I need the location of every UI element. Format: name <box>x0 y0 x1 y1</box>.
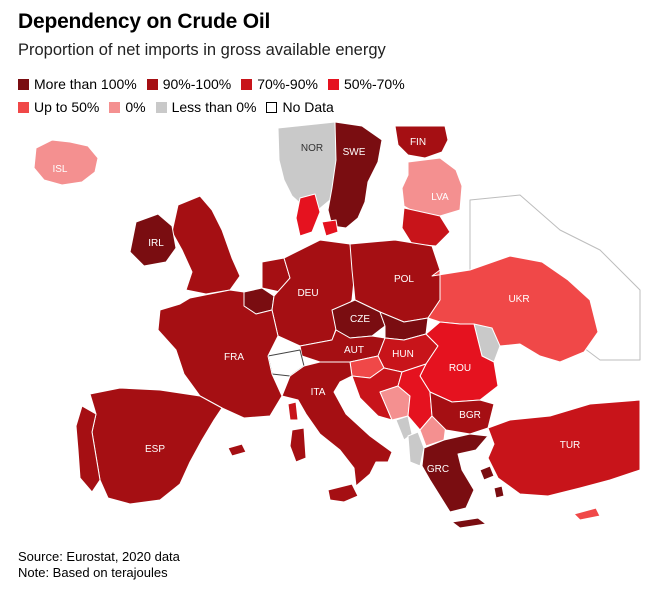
country-ALB <box>407 431 425 467</box>
label-TUR: TUR <box>560 440 581 451</box>
label-FIN: FIN <box>410 137 426 148</box>
label-POL: POL <box>394 274 414 285</box>
country-TUR <box>487 399 641 497</box>
legend-swatch <box>18 101 29 113</box>
country-FIN <box>394 125 449 159</box>
label-DEU: DEU <box>297 288 318 299</box>
legend-label: Up to 50% <box>34 99 100 115</box>
label-FRA: FRA <box>224 352 244 363</box>
country-LTU <box>401 207 451 247</box>
legend-label: 70%-90% <box>257 76 318 92</box>
island-greek-1 <box>479 465 495 481</box>
label-ESP: ESP <box>145 444 165 455</box>
country-DNK <box>295 193 321 237</box>
legend-swatch <box>146 78 158 90</box>
legend-swatch <box>327 78 339 90</box>
legend-label: Less than 0% <box>171 99 257 115</box>
legend-swatch <box>109 101 121 113</box>
legend-item-up-to-50: Up to 50% <box>18 99 99 115</box>
label-CZE: CZE <box>350 314 370 325</box>
country-ITA <box>281 361 393 487</box>
label-UKR: UKR <box>508 294 529 305</box>
legend-item-70-90: 70%-90% <box>241 76 318 92</box>
label-BGR: BGR <box>459 410 481 421</box>
island-greek-2 <box>493 485 505 499</box>
island-corsica <box>287 401 299 421</box>
label-ITA: ITA <box>311 387 326 398</box>
country-LVA <box>401 157 463 217</box>
label-AUT: AUT <box>344 345 364 356</box>
island-sicily <box>327 483 359 503</box>
legend-row-2: Up to 50% 0% Less than 0% No Data <box>18 99 658 115</box>
map-title: Dependency on Crude Oil <box>18 10 271 33</box>
label-LVA: LVA <box>431 192 449 203</box>
legend-label: No Data <box>282 99 334 115</box>
country-GBR <box>171 195 241 295</box>
source-note: Source: Eurostat, 2020 data <box>18 549 180 564</box>
legend-item-more-than-100: More than 100% <box>18 76 137 92</box>
footnote: Note: Based on terajoules <box>18 565 168 580</box>
map-subtitle: Proportion of net imports in gross avail… <box>18 41 386 59</box>
legend-item-50-70: 50%-70% <box>327 76 405 92</box>
country-PRT <box>75 405 101 493</box>
country-labels: ISL NOR SWE FIN LVA IRL DEU POL UKR CZE … <box>52 137 580 475</box>
legend-item-90-100: 90%-100% <box>146 76 232 92</box>
legend-swatch <box>155 101 167 113</box>
island-sardinia <box>289 427 307 463</box>
country-DNK-isl <box>321 219 339 237</box>
legend-label: 90%-100% <box>162 76 232 92</box>
island-crete <box>451 517 487 529</box>
label-HUN: HUN <box>392 349 414 360</box>
island-balearic <box>227 443 247 457</box>
label-GRC: GRC <box>427 464 449 475</box>
label-NOR: NOR <box>301 143 323 154</box>
country-IRL <box>129 213 177 267</box>
country-SWE <box>327 122 383 229</box>
label-ISL: ISL <box>52 164 67 175</box>
legend-label: 50%-70% <box>343 76 405 92</box>
legend-item-less-than-0: Less than 0% <box>155 99 257 115</box>
legend-label: More than 100% <box>34 76 137 92</box>
europe-map: ISL NOR SWE FIN LVA IRL DEU POL UKR CZE … <box>33 122 641 529</box>
label-SWE: SWE <box>343 147 366 158</box>
legend-swatch <box>18 78 29 90</box>
legend-item-no-data: No Data <box>266 99 334 115</box>
legend-swatch <box>241 78 253 90</box>
country-ISL <box>33 139 99 186</box>
label-IRL: IRL <box>148 238 164 249</box>
country-GRC <box>421 433 489 513</box>
legend-swatch <box>266 101 278 113</box>
legend-row-1: More than 100% 90%-100% 70%-90% 50%-70% <box>18 76 658 92</box>
label-ROU: ROU <box>449 363 471 374</box>
country-FRA <box>157 289 283 419</box>
legend-label: 0% <box>125 99 146 115</box>
legend-item-0: 0% <box>109 99 146 115</box>
island-cyprus <box>573 507 601 521</box>
